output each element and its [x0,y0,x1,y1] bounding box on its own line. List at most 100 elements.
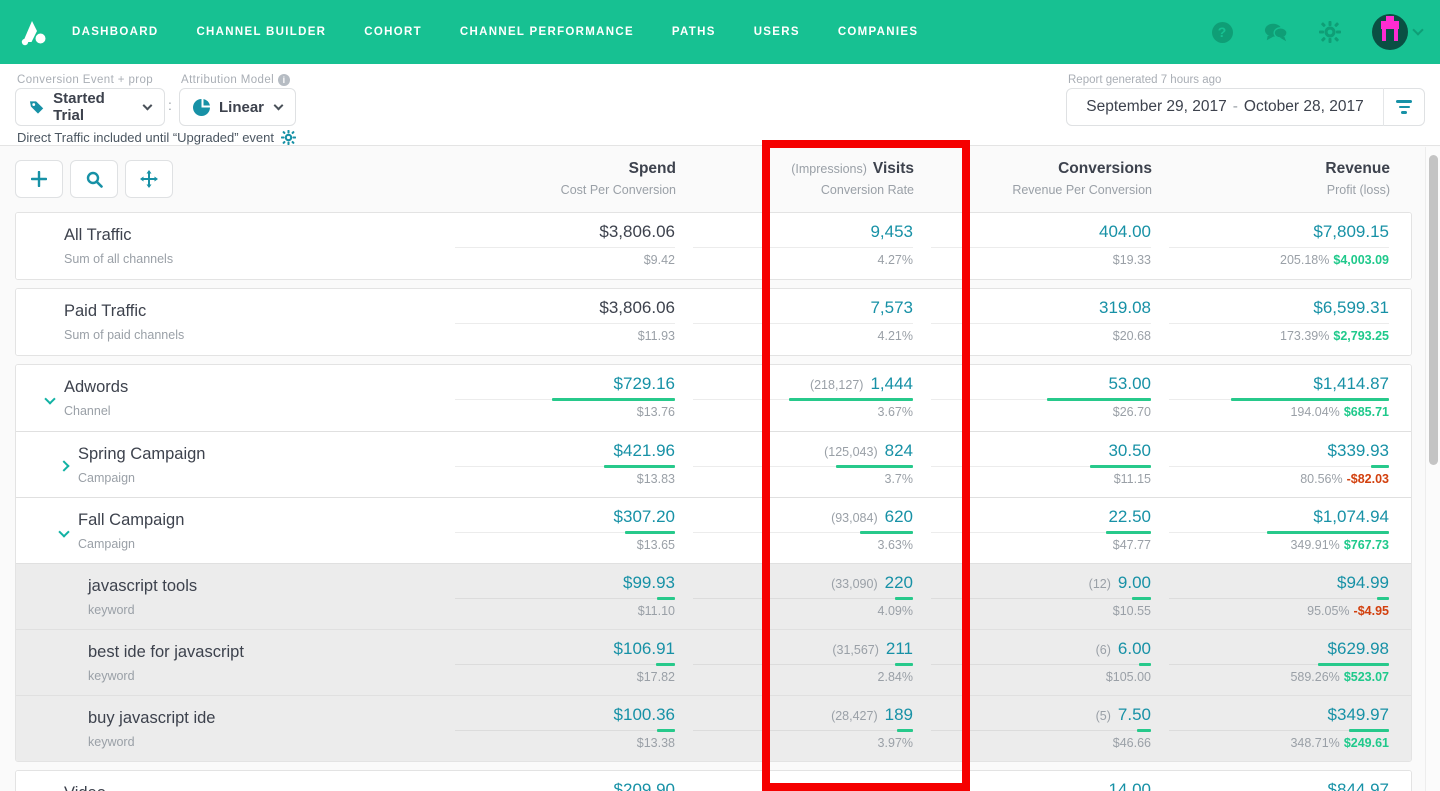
nav-item-users[interactable]: USERS [753,26,800,38]
column-header-spend[interactable]: Spend Cost Per Conversion [560,160,676,197]
conversions-value[interactable]: 14.00 [1108,780,1151,791]
conversions-bar [913,322,1151,325]
visits-value[interactable]: 824 [884,441,913,460]
spend-value[interactable]: $307.20 [613,507,675,526]
row-name-cell: best ide for javascript keyword [16,630,437,695]
table-row[interactable]: buy javascript ide keyword $100.36 $13.3… [16,695,1411,761]
search-button[interactable] [70,160,118,198]
nav-item-companies[interactable]: COMPANIES [837,26,919,38]
avatar-robot-art [1381,16,1399,41]
revenue-per-conversion-value: $11.15 [1113,472,1151,486]
visits-value[interactable]: 189 [884,705,913,724]
nav-item-channel-builder[interactable]: CHANNEL BUILDER [196,26,327,38]
spend-cell: $3,806.06 $11.93 [437,289,675,355]
attribution-model-value: Linear [219,98,265,116]
conversions-value[interactable]: 53.00 [1108,374,1151,393]
nav-item-paths[interactable]: PATHS [671,26,716,38]
filter-bar: Conversion Event + prop Attribution Mode… [0,64,1440,146]
expand-chevron-icon[interactable] [58,460,70,472]
info-icon[interactable]: i [278,74,291,86]
gear-icon[interactable] [281,130,296,145]
conversion-rate-value: 3.63% [877,538,913,552]
attribution-model-dropdown[interactable]: Linear [179,88,296,126]
spend-value[interactable]: $99.93 [623,573,675,592]
expand-chevron-icon[interactable] [44,393,56,405]
revenue-value[interactable]: $1,074.94 [1313,507,1389,526]
cost-per-conversion-value: $11.93 [637,329,675,343]
revenue-value[interactable]: $94.99 [1337,573,1389,592]
spend-value[interactable]: $729.16 [613,374,675,393]
row-name: Paid Traffic [64,302,147,320]
spend-value[interactable]: $421.96 [613,441,675,460]
visits-value[interactable]: 211 [885,639,913,658]
visits-value[interactable]: 175 [884,780,913,791]
conversions-value[interactable]: 404.00 [1099,222,1151,241]
spend-value[interactable]: $3,806.06 [599,222,675,241]
conversions-value[interactable]: 319.08 [1099,298,1151,317]
user-menu[interactable] [1372,14,1424,50]
revenue-value[interactable]: $1,414.87 [1313,374,1389,393]
table-row[interactable]: All Traffic Sum of all channels $3,806.0… [16,213,1411,279]
attribution-logo[interactable] [16,15,50,49]
conversions-value[interactable]: 30.50 [1108,441,1151,460]
spend-value[interactable]: $209.90 [613,780,675,791]
revenue-value[interactable]: $339.93 [1327,441,1389,460]
table-row[interactable]: Spring Campaign Campaign $421.96 $13.83 … [16,431,1411,497]
revenue-value[interactable]: $844.97 [1327,780,1389,791]
column-header-conversions[interactable]: Conversions Revenue Per Conversion [1012,160,1152,197]
column-header-revenue[interactable]: Revenue Profit (loss) [1325,160,1390,197]
visits-value[interactable]: 620 [884,507,913,526]
table-row[interactable]: best ide for javascript keyword $106.91 … [16,629,1411,695]
table-row[interactable]: Adwords Channel $729.16 $13.76 (218,127)… [16,365,1411,431]
conversion-event-dropdown[interactable]: Started Trial [15,88,165,126]
conversions-value[interactable]: 7.50 [1117,705,1151,724]
move-button[interactable] [125,160,173,198]
nav-item-dashboard[interactable]: DASHBOARD [72,26,159,38]
conversions-value[interactable]: 6.00 [1117,639,1151,658]
conversions-value[interactable]: 9.00 [1117,573,1151,592]
table-body: All Traffic Sum of all channels $3,806.0… [15,212,1412,791]
visits-value[interactable]: 220 [884,573,913,592]
date-range-picker[interactable]: September 29, 2017- October 28, 2017 [1066,88,1425,126]
table-row[interactable]: Fall Campaign Campaign $307.20 $13.65 (9… [16,497,1411,563]
visits-bar [675,663,913,666]
help-icon[interactable]: ? [1210,20,1234,44]
chat-icon[interactable] [1264,20,1288,44]
revenue-cell: $349.97 348.71% $249.61 [1151,696,1411,761]
avatar [1372,14,1408,50]
visits-value[interactable]: 9,453 [870,222,913,241]
conversions-value[interactable]: 22.50 [1108,507,1151,526]
spend-value[interactable]: $100.36 [613,705,675,724]
revenue-value[interactable]: $629.98 [1327,639,1389,658]
table-row[interactable]: javascript tools keyword $99.93 $11.10 (… [16,563,1411,629]
conversion-rate-value: 4.09% [877,604,913,618]
revenue-cell: $339.93 80.56% -$82.03 [1151,432,1411,497]
revenue-cell: $844.97 [1151,771,1411,791]
visits-value[interactable]: 1,444 [870,374,913,393]
row-name-cell: buy javascript ide keyword [16,696,437,761]
spend-bar [437,322,675,325]
revenue-value[interactable]: $349.97 [1327,705,1389,724]
revenue-cell: $7,809.15 205.18% $4,003.09 [1151,213,1411,279]
add-button[interactable] [15,160,63,198]
nav-item-cohort[interactable]: COHORT [364,26,422,38]
nav-item-channel-performance[interactable]: CHANNEL PERFORMANCE [459,26,634,38]
table-row[interactable]: Paid Traffic Sum of paid channels $3,806… [16,289,1411,355]
settings-icon[interactable] [1318,20,1342,44]
spend-value[interactable]: $3,806.06 [599,298,675,317]
column-header-visits[interactable]: (Impressions) Visits Conversion Rate [791,160,914,197]
spend-value[interactable]: $106.91 [613,639,675,658]
revenue-value[interactable]: $7,809.15 [1313,222,1389,241]
table-row[interactable]: Video Channel $209.90 175 14.00 $844.97 [16,771,1411,791]
impressions-value: (33,090) [831,577,878,591]
row-name: Adwords [64,378,129,396]
filter-icon[interactable] [1384,100,1424,114]
conversions-bar [913,531,1151,534]
vertical-scrollbar[interactable] [1425,147,1440,791]
spend-bar [437,597,675,600]
visits-value[interactable]: 7,573 [870,298,913,317]
revenue-value[interactable]: $6,599.31 [1313,298,1389,317]
scrollbar-thumb[interactable] [1429,155,1438,465]
revenue-cell: $94.99 95.05% -$4.95 [1151,564,1411,629]
expand-chevron-icon[interactable] [58,526,70,538]
